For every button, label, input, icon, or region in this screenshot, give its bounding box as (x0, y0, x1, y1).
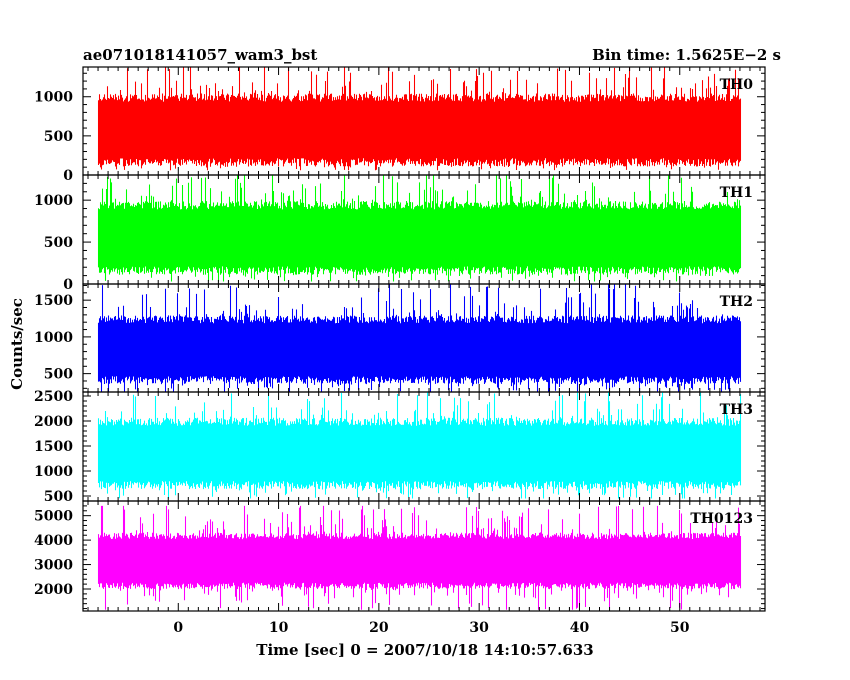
y-tick-label: 2500 (34, 389, 73, 405)
series-line-th0 (97, 67, 742, 171)
x-tick-label: 20 (369, 620, 389, 636)
y-tick-label: 500 (44, 367, 73, 383)
panel-label: TH1 (720, 185, 753, 201)
y-tick-label: 2000 (34, 414, 73, 430)
series-line-th0123 (97, 505, 742, 610)
y-tick-label: 500 (44, 489, 73, 505)
y-tick-label: 1000 (34, 193, 73, 209)
series-line-th3 (97, 392, 742, 499)
panel-th3: 500 1000 1500 2000 2500 TH3 (34, 389, 766, 505)
y-tick-label: 5000 (34, 509, 73, 525)
y-tick-label: 500 (44, 235, 73, 251)
y-axis-label: Counts/sec (8, 298, 26, 390)
y-tick-label: 500 (44, 129, 73, 145)
panel-label: TH3 (720, 402, 753, 418)
chart-title-right: Bin time: 1.5625E−2 s (592, 46, 781, 64)
y-tick-label: 0 (63, 277, 73, 293)
x-tick-label: 0 (173, 620, 183, 636)
panel-th0: 0 500 1000 TH0 (34, 66, 766, 184)
panel-th1: 0 500 1000 TH1 (34, 174, 766, 293)
y-tick-label: 1500 (34, 293, 73, 309)
panel-th0123: 2000 3000 4000 5000 TH0123 (34, 500, 766, 612)
y-tick-label: 4000 (34, 533, 73, 549)
y-tick-label: 3000 (34, 558, 73, 574)
panel-label: TH2 (720, 294, 753, 310)
panel-frame (82, 500, 766, 612)
panel-label: TH0123 (690, 511, 753, 527)
y-tick-label: 1500 (34, 439, 73, 455)
x-tick-labels: 0 10 20 30 40 50 (173, 620, 689, 636)
y-tick-label: 1000 (34, 90, 73, 106)
x-axis-label: Time [sec] 0 = 2007/10/18 14:10:57.633 (256, 641, 593, 659)
panel-th2: 500 1000 1500 TH2 (34, 283, 766, 393)
y-tick-label: 1000 (34, 330, 73, 346)
x-tick-label: 50 (670, 620, 690, 636)
y-tick-label: 1000 (34, 464, 73, 480)
x-tick-label: 30 (469, 620, 489, 636)
panels-group: 0 500 1000 TH0 0 500 1000 TH1 500 1000 1500 TH2 500 1… (34, 66, 766, 612)
panel-label: TH0 (720, 77, 754, 93)
chart-title-left: ae071018141057_wam3_bst (83, 46, 317, 64)
y-tick-label: 0 (63, 168, 73, 184)
y-tick-label: 2000 (34, 582, 73, 598)
x-tick-label: 40 (570, 620, 590, 636)
series-line-th2 (97, 284, 742, 392)
series-line-th1 (97, 175, 742, 282)
x-tick-label: 10 (269, 620, 289, 636)
